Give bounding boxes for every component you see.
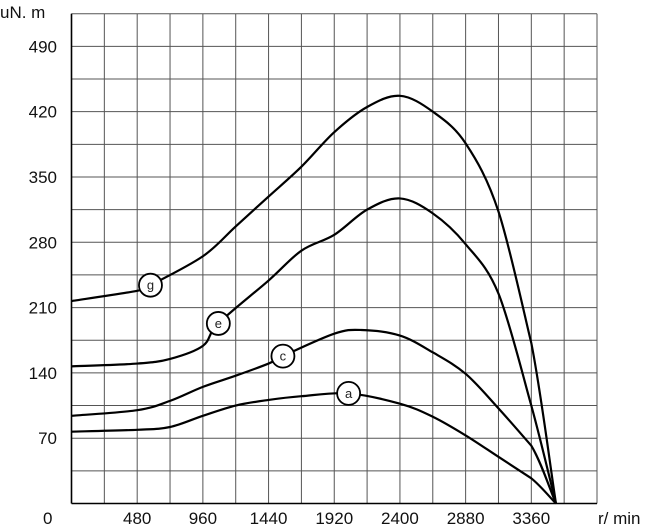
x-tick-label: 1920 <box>315 509 353 527</box>
x-tick-label: 960 <box>189 509 217 527</box>
curve-a <box>71 392 557 505</box>
x-axis-label: r/ min <box>598 509 641 527</box>
y-tick-label: 420 <box>29 103 57 122</box>
curve-label-circle-e <box>205 311 231 336</box>
curve-label-e: e <box>215 316 222 331</box>
origin-label: 0 <box>43 509 52 527</box>
curve-e <box>71 197 558 504</box>
grid <box>70 13 598 505</box>
curve-label-c: c <box>280 349 287 364</box>
x-tick-label: 480 <box>123 509 151 527</box>
y-tick-label: 210 <box>29 299 57 318</box>
y-tick-label: 70 <box>38 429 57 448</box>
curve-label-circle-c <box>270 343 296 369</box>
curve-label-circle-g <box>138 272 163 298</box>
y-axis-label: uN. m <box>0 3 45 22</box>
curve-label-a: a <box>345 386 353 401</box>
tick-labels: 480 960 1440 1920 2400 2880 3360 70 140 210 280 350… <box>29 37 551 527</box>
y-tick-label: 490 <box>29 37 57 56</box>
x-tick-label: 3360 <box>512 509 550 527</box>
curve-label-circle-a <box>336 381 362 406</box>
y-tick-label: 350 <box>29 168 57 187</box>
x-tick-label: 2880 <box>447 509 485 527</box>
curves <box>71 94 558 505</box>
x-tick-label: 1440 <box>250 509 288 527</box>
curve-g <box>71 94 558 504</box>
y-tick-label: 140 <box>29 364 57 383</box>
curve-c <box>71 328 557 504</box>
y-tick-label: 280 <box>29 233 57 252</box>
curve-label-g: g <box>147 278 154 293</box>
x-tick-label: 2400 <box>381 509 419 527</box>
curve-labels: g e c a <box>138 272 362 406</box>
